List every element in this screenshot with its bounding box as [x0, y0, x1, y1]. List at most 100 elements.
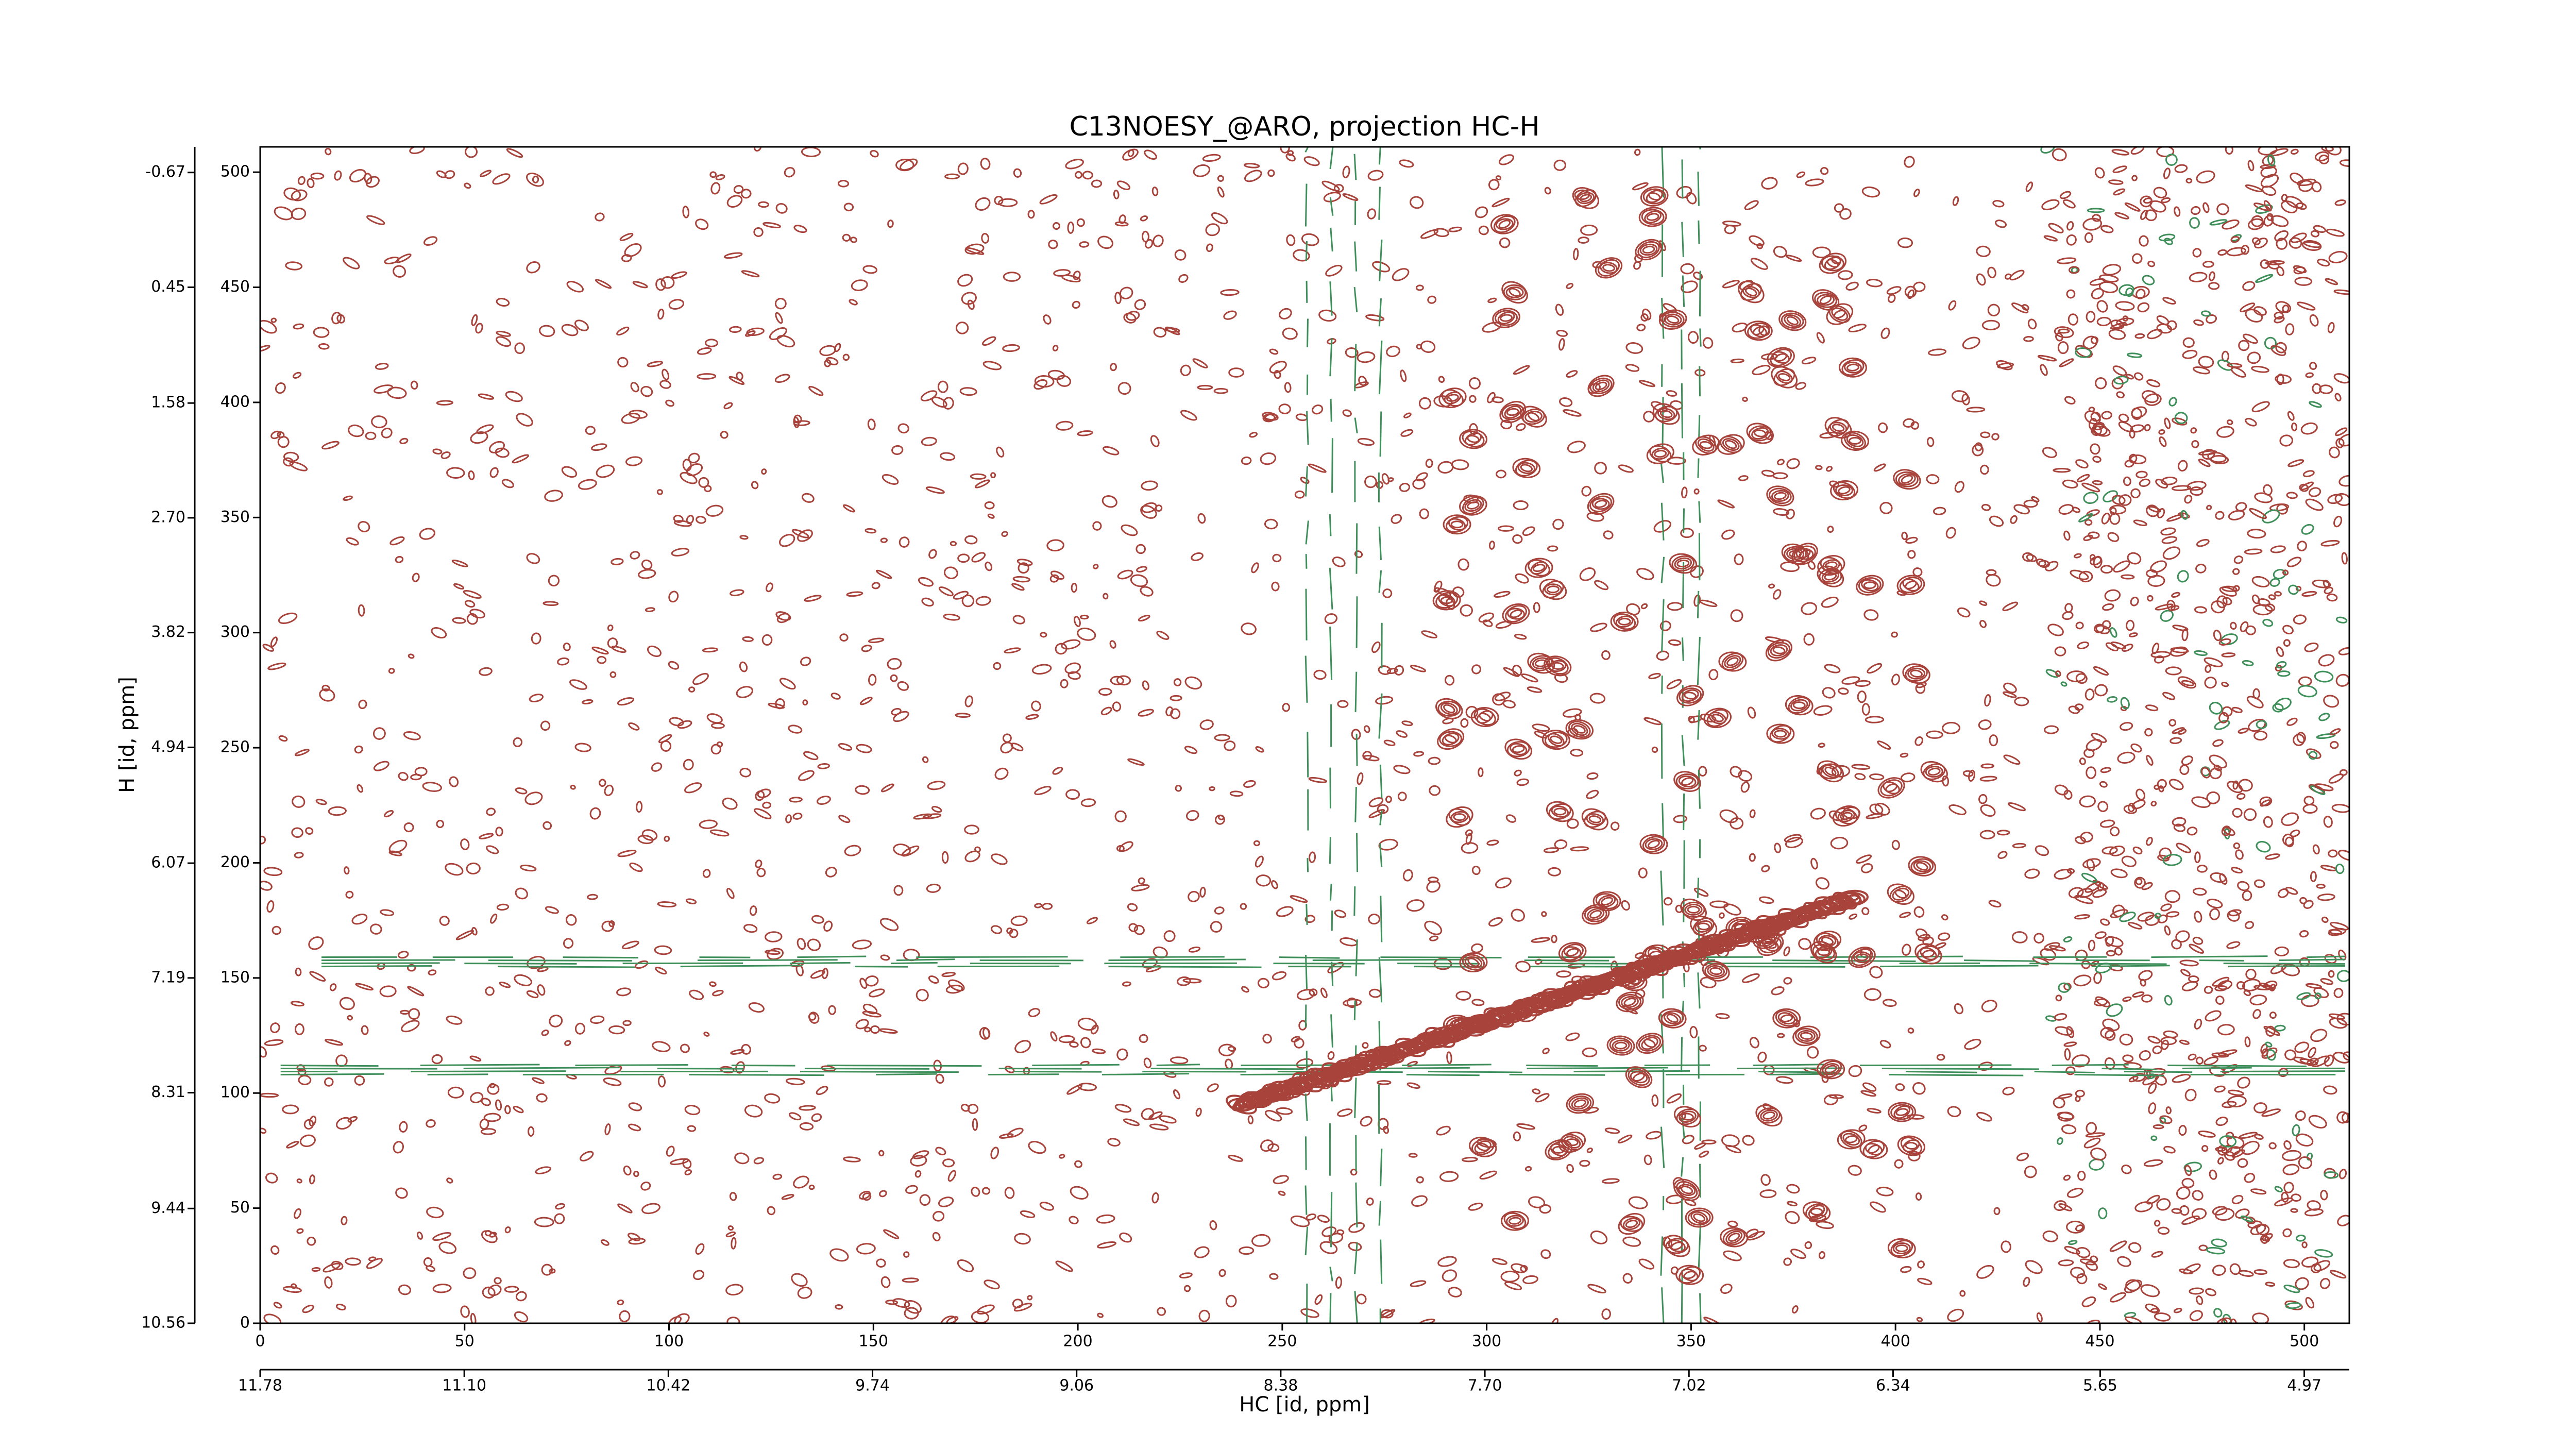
- contour: [702, 869, 711, 878]
- contour: [2178, 1125, 2187, 1136]
- contour: [1355, 1182, 1358, 1228]
- contour: [628, 1123, 641, 1132]
- contour: [2293, 734, 2305, 746]
- contour: [345, 1257, 362, 1266]
- contour: [801, 493, 815, 503]
- contour: [1375, 696, 1394, 705]
- contour: [891, 445, 904, 455]
- contour: [1486, 839, 1499, 846]
- contour: [1365, 314, 1385, 322]
- contour: [2325, 147, 2342, 156]
- contour: [1303, 156, 1320, 166]
- contour: [1165, 326, 1180, 335]
- contour: [1416, 1176, 1424, 1184]
- contour: [532, 175, 539, 183]
- contour: [1462, 954, 1485, 971]
- contour: [2132, 991, 2145, 998]
- contour: [2191, 1208, 2207, 1220]
- contour: [1141, 230, 1149, 243]
- contour: [1329, 197, 1334, 216]
- contour: [1514, 769, 1522, 777]
- contour: [1683, 1271, 1696, 1279]
- contour: [1501, 281, 1528, 304]
- contour: [1348, 1241, 1362, 1251]
- contour: [1660, 870, 1664, 926]
- contour: [1978, 719, 1992, 730]
- contour: [2119, 912, 2136, 922]
- contour: [1285, 153, 1296, 162]
- contour: [659, 380, 671, 389]
- contour: [1264, 518, 1278, 530]
- contour: [2052, 148, 2067, 161]
- contour: [1566, 283, 1574, 289]
- contour: [2128, 632, 2138, 637]
- contour: [1901, 531, 1908, 541]
- contour: [526, 990, 539, 999]
- contour: [2198, 356, 2214, 368]
- contour: [2201, 1145, 2209, 1152]
- contour: [1052, 345, 1059, 351]
- contour: [2264, 980, 2278, 989]
- contour: [1443, 704, 1455, 714]
- contour: [1770, 644, 1788, 656]
- contour: [1699, 328, 1702, 347]
- contour: [1699, 1293, 1702, 1323]
- contour: [292, 795, 306, 808]
- contour: [1890, 1104, 1914, 1120]
- contour: [1655, 406, 1678, 423]
- contour: [431, 627, 447, 639]
- contour: [2151, 643, 2160, 654]
- contour: [541, 1263, 553, 1276]
- contour: [1327, 962, 1344, 973]
- contour: [2182, 349, 2198, 359]
- contour: [2122, 644, 2133, 652]
- contour: [710, 182, 721, 195]
- contour: [575, 1064, 688, 1067]
- contour: [381, 427, 393, 439]
- contour: [2134, 333, 2145, 339]
- contour: [1356, 1293, 1367, 1305]
- contour: [657, 309, 665, 320]
- contour: [1820, 167, 1829, 175]
- contour: [1986, 569, 1997, 576]
- contour: [358, 604, 365, 617]
- contour: [1723, 903, 1741, 916]
- contour: [741, 270, 760, 278]
- contour: [2110, 322, 2127, 330]
- contour: [331, 1260, 344, 1270]
- contour: [1986, 574, 2001, 587]
- contour: [2195, 563, 2207, 574]
- contour: [400, 1009, 410, 1015]
- contour: [1586, 789, 1599, 799]
- contour: [1406, 899, 1425, 912]
- contour: [1719, 912, 1725, 919]
- contour: [1649, 445, 1672, 463]
- contour: [1648, 839, 1660, 849]
- contour: [1833, 310, 1846, 319]
- contour: [1643, 411, 1655, 423]
- contour: [1587, 493, 1615, 515]
- contour: [1646, 443, 1674, 464]
- contour: [1138, 877, 1145, 885]
- contour: [463, 589, 482, 599]
- contour: [1295, 413, 1308, 422]
- contour: [1496, 469, 1506, 479]
- contour: [1972, 444, 1984, 457]
- contour: [1699, 599, 1718, 608]
- contour: [1757, 1051, 1767, 1063]
- contour: [2207, 451, 2227, 463]
- contour: [2241, 245, 2250, 255]
- contour: [2328, 251, 2348, 264]
- contour: [1912, 1082, 1926, 1095]
- contour: [621, 940, 639, 950]
- contour: [1488, 541, 1495, 550]
- contour: [595, 279, 612, 289]
- contour: [1192, 358, 1208, 368]
- contour: [1673, 771, 1701, 792]
- contour: [1031, 700, 1041, 712]
- contour: [1687, 331, 1699, 344]
- contour: [1661, 1287, 1665, 1323]
- contour: [1832, 805, 1860, 827]
- contour: [1550, 1143, 1567, 1157]
- contour: [1687, 905, 1700, 914]
